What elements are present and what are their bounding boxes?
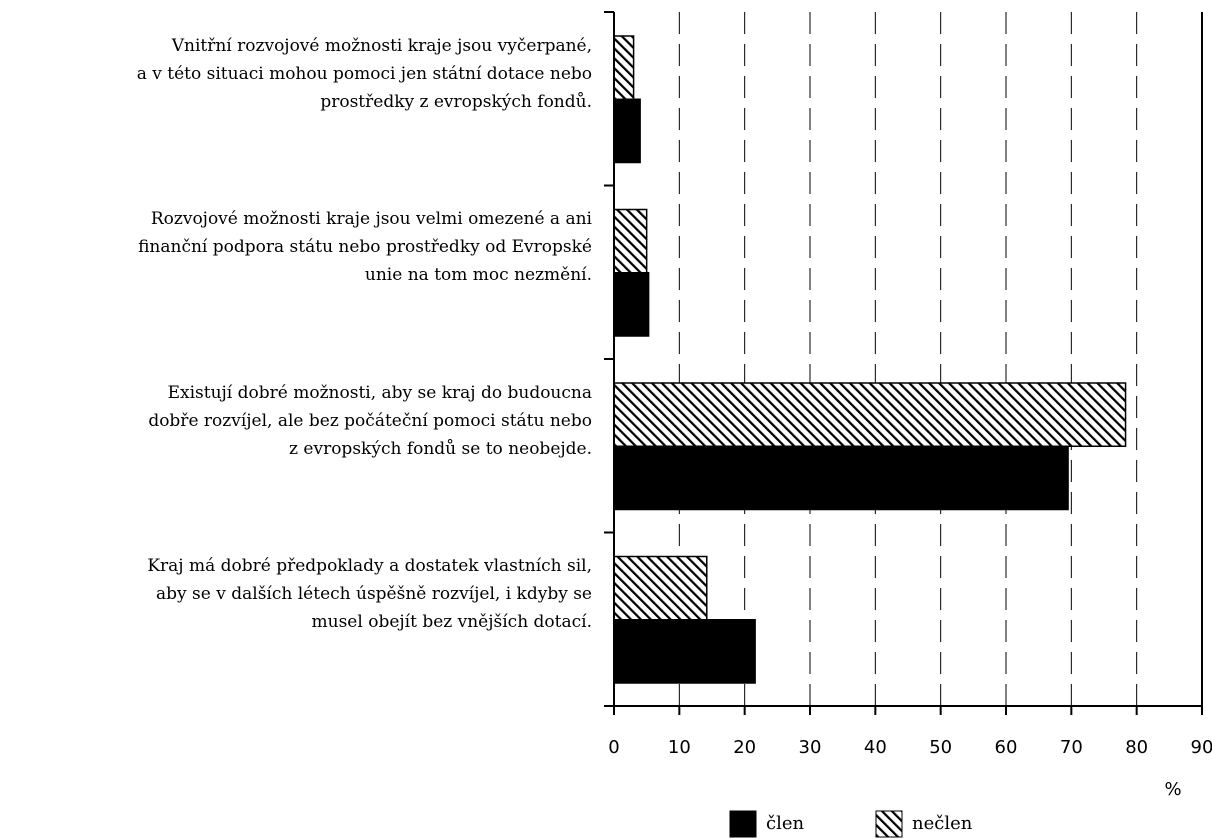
bar: [613, 555, 708, 621]
x-tick-label: 40: [864, 737, 887, 758]
legend-label: nečlen: [912, 813, 973, 834]
bar: [613, 35, 635, 100]
bar: [613, 208, 648, 274]
x-tick-label: 60: [995, 737, 1018, 758]
category-label: Vnitřní rozvojové možnosti kraje jsou vy…: [136, 35, 592, 112]
x-tick-label: 80: [1125, 737, 1148, 758]
x-tick-label: 20: [733, 737, 756, 758]
legend-swatch: [875, 810, 903, 838]
bar: [613, 272, 650, 337]
bar: [613, 382, 1127, 447]
x-tick-label: 50: [929, 737, 952, 758]
x-tick-label: 70: [1060, 737, 1083, 758]
x-axis-label: %: [1164, 779, 1181, 800]
x-tick-label: 0: [608, 737, 619, 758]
category-label: Rozvojové možnosti kraje jsou velmi omez…: [138, 209, 592, 286]
x-tick-label: 30: [799, 737, 822, 758]
legend-label: člen: [766, 813, 804, 834]
bar: [613, 619, 756, 684]
category-label: Existují dobré možnosti, aby se kraj do …: [148, 382, 592, 459]
category-label: Kraj má dobré předpoklady a dostatek vla…: [147, 556, 592, 633]
legend-swatch: [729, 810, 757, 838]
bar: [613, 445, 1069, 511]
x-tick-label: 10: [668, 737, 691, 758]
x-tick-label: 90: [1191, 737, 1212, 758]
bar: [613, 98, 641, 164]
